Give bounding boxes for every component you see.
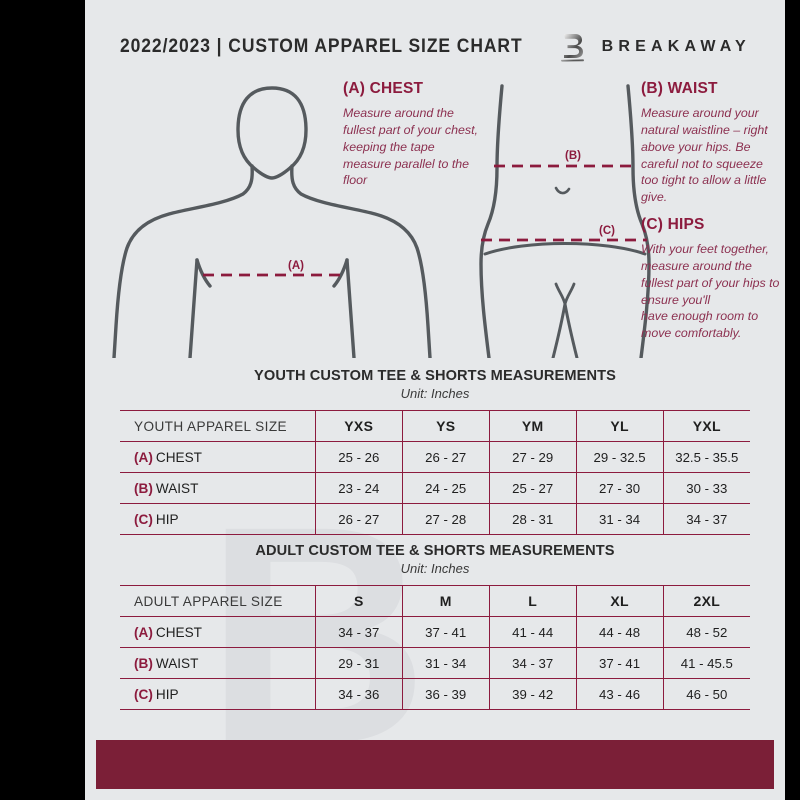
note-chest-title: (A) CHEST xyxy=(343,80,424,97)
adult-cell-2-4: 46 - 50 xyxy=(662,678,750,710)
youth-size-table-block: YOUTH CUSTOM TEE & SHORTS MEASUREMENTS U… xyxy=(120,368,750,535)
youth-cell-0-3: 29 - 32.5 xyxy=(575,441,664,473)
adult-size-column-label: ADULT APPAREL SIZE xyxy=(120,585,316,617)
adult-size-header-1: M xyxy=(401,585,490,617)
adult-row-label-0: (A) CHEST xyxy=(120,616,316,648)
measurement-lines xyxy=(203,164,647,277)
youth-cell-0-4: 32.5 - 35.5 xyxy=(662,441,750,473)
adult-cell-0-2: 41 - 44 xyxy=(488,616,577,648)
youth-row-label-1: (B) WAIST xyxy=(120,472,316,504)
adult-size-header-0: S xyxy=(314,585,403,617)
measure-tag: (C) xyxy=(134,511,153,527)
adult-cell-0-4: 48 - 52 xyxy=(662,616,750,648)
youth-row-label-2: (C) HIP xyxy=(120,503,316,535)
note-hips-body: With your feet together, measure around … xyxy=(641,242,780,341)
youth-cell-2-4: 34 - 37 xyxy=(662,503,750,535)
youth-size-column-label: YOUTH APPAREL SIZE xyxy=(120,410,316,442)
youth-cell-0-0: 25 - 26 xyxy=(314,441,403,473)
breakaway-b-monogram-icon xyxy=(560,34,584,62)
measure-tag: (A) xyxy=(134,624,153,640)
youth-cell-2-0: 26 - 27 xyxy=(314,503,403,535)
note-waist: (B) WAIST Measure around your natural wa… xyxy=(641,80,775,206)
adult-cell-2-1: 36 - 39 xyxy=(401,678,490,710)
footer-bar xyxy=(96,740,774,789)
note-hips-title: (C) HIPS xyxy=(641,216,705,233)
page-title: 2022/2023 | CUSTOM APPAREL SIZE CHART xyxy=(120,36,523,57)
youth-cell-0-2: 27 - 29 xyxy=(488,441,577,473)
youth-cell-1-1: 24 - 25 xyxy=(401,472,490,504)
youth-size-header-3: YL xyxy=(575,410,664,442)
youth-cell-2-2: 28 - 31 xyxy=(488,503,577,535)
lower-body-outline xyxy=(479,84,651,358)
youth-size-header-2: YM xyxy=(488,410,577,442)
adult-cell-1-4: 41 - 45.5 xyxy=(662,647,750,679)
brand-wordmark: BREAKAWAY xyxy=(601,38,751,55)
measure-tag: (C) xyxy=(134,686,153,702)
youth-cell-1-2: 25 - 27 xyxy=(488,472,577,504)
measure-tag: (B) xyxy=(134,655,153,671)
youth-size-header-0: YXS xyxy=(314,410,403,442)
youth-cell-2-1: 27 - 28 xyxy=(401,503,490,535)
note-hips: (C) HIPS With your feet together, measur… xyxy=(641,216,781,342)
adult-cell-0-3: 44 - 48 xyxy=(575,616,664,648)
measurement-diagram: (A) (B) (C) (A) CHEST Measure around the… xyxy=(85,68,785,358)
adult-size-header-2: L xyxy=(488,585,577,617)
body-figures-illustration xyxy=(112,84,651,358)
measure-tag: (B) xyxy=(134,480,153,496)
youth-size-table: YOUTH APPAREL SIZE YXS YS YM YL YXL (A) CHEST 25… xyxy=(120,410,750,535)
measure-tag: (A) xyxy=(134,449,153,465)
adult-cell-1-3: 37 - 41 xyxy=(575,647,664,679)
youth-table-unit: Unit: Inches xyxy=(400,386,470,401)
adult-cell-1-1: 31 - 34 xyxy=(401,647,490,679)
adult-cell-1-0: 29 - 31 xyxy=(314,647,403,679)
table-row: (A) CHEST 34 - 37 37 - 41 41 - 44 44 - 48 48 -… xyxy=(120,616,750,648)
adult-size-table-block: ADULT CUSTOM TEE & SHORTS MEASUREMENTS U… xyxy=(120,543,750,710)
note-waist-body: Measure around your natural waistline – … xyxy=(641,106,768,205)
youth-size-header-4: YXL xyxy=(662,410,750,442)
adult-size-header-4: 2XL xyxy=(662,585,750,617)
adult-header-row: ADULT APPAREL SIZE S M L XL 2XL xyxy=(120,585,750,617)
adult-row-label-1: (B) WAIST xyxy=(120,647,316,679)
dimension-label-c: (C) xyxy=(599,225,615,237)
table-row: (C) HIP 26 - 27 27 - 28 28 - 31 31 - 34 34 - 3… xyxy=(120,503,750,535)
dimension-label-b: (B) xyxy=(565,150,581,162)
adult-cell-2-2: 39 - 42 xyxy=(488,678,577,710)
adult-cell-1-2: 34 - 37 xyxy=(488,647,577,679)
youth-row-label-0: (A) CHEST xyxy=(120,441,316,473)
youth-header-row: YOUTH APPAREL SIZE YXS YS YM YL YXL xyxy=(120,410,750,442)
adult-table-title: ADULT CUSTOM TEE & SHORTS MEASUREMENTS xyxy=(255,543,615,559)
youth-cell-1-3: 27 - 30 xyxy=(575,472,664,504)
adult-size-table: ADULT APPAREL SIZE S M L XL 2XL (A) CHEST 34 - 3… xyxy=(120,585,750,710)
upper-body-outline xyxy=(112,86,432,358)
dimension-label-a: (A) xyxy=(288,260,304,272)
adult-table-unit: Unit: Inches xyxy=(400,561,470,576)
table-row: (B) WAIST 29 - 31 31 - 34 34 - 37 37 - 41 41 -… xyxy=(120,647,750,679)
adult-size-header-3: XL xyxy=(575,585,664,617)
adult-cell-0-1: 37 - 41 xyxy=(401,616,490,648)
adult-row-label-2: (C) HIP xyxy=(120,678,316,710)
table-row: (B) WAIST 23 - 24 24 - 25 25 - 27 27 - 30 30 -… xyxy=(120,472,750,504)
note-chest: (A) CHEST Measure around the fullest par… xyxy=(343,80,483,189)
youth-size-header-1: YS xyxy=(401,410,490,442)
youth-cell-1-4: 30 - 33 xyxy=(662,472,750,504)
adult-cell-2-3: 43 - 46 xyxy=(575,678,664,710)
youth-table-title: YOUTH CUSTOM TEE & SHORTS MEASUREMENTS xyxy=(254,368,616,384)
note-chest-body: Measure around the fullest part of your … xyxy=(343,106,478,188)
adult-cell-2-0: 34 - 36 xyxy=(314,678,403,710)
table-row: (A) CHEST 25 - 26 26 - 27 27 - 29 29 - 32.5 32… xyxy=(120,441,750,473)
brand-lockup: BREAKAWAY xyxy=(558,31,751,63)
youth-cell-1-0: 23 - 24 xyxy=(314,472,403,504)
adult-cell-0-0: 34 - 37 xyxy=(314,616,403,648)
page-header: 2022/2023 | CUSTOM APPAREL SIZE CHART BR… xyxy=(120,30,746,64)
youth-cell-2-3: 31 - 34 xyxy=(575,503,664,535)
table-row: (C) HIP 34 - 36 36 - 39 39 - 42 43 - 46 46 - 5… xyxy=(120,678,750,710)
note-waist-title: (B) WAIST xyxy=(641,80,718,97)
youth-cell-0-1: 26 - 27 xyxy=(401,441,490,473)
size-chart-page: B 2022/2023 | CUSTOM APPAREL SIZE CHART … xyxy=(85,0,785,800)
